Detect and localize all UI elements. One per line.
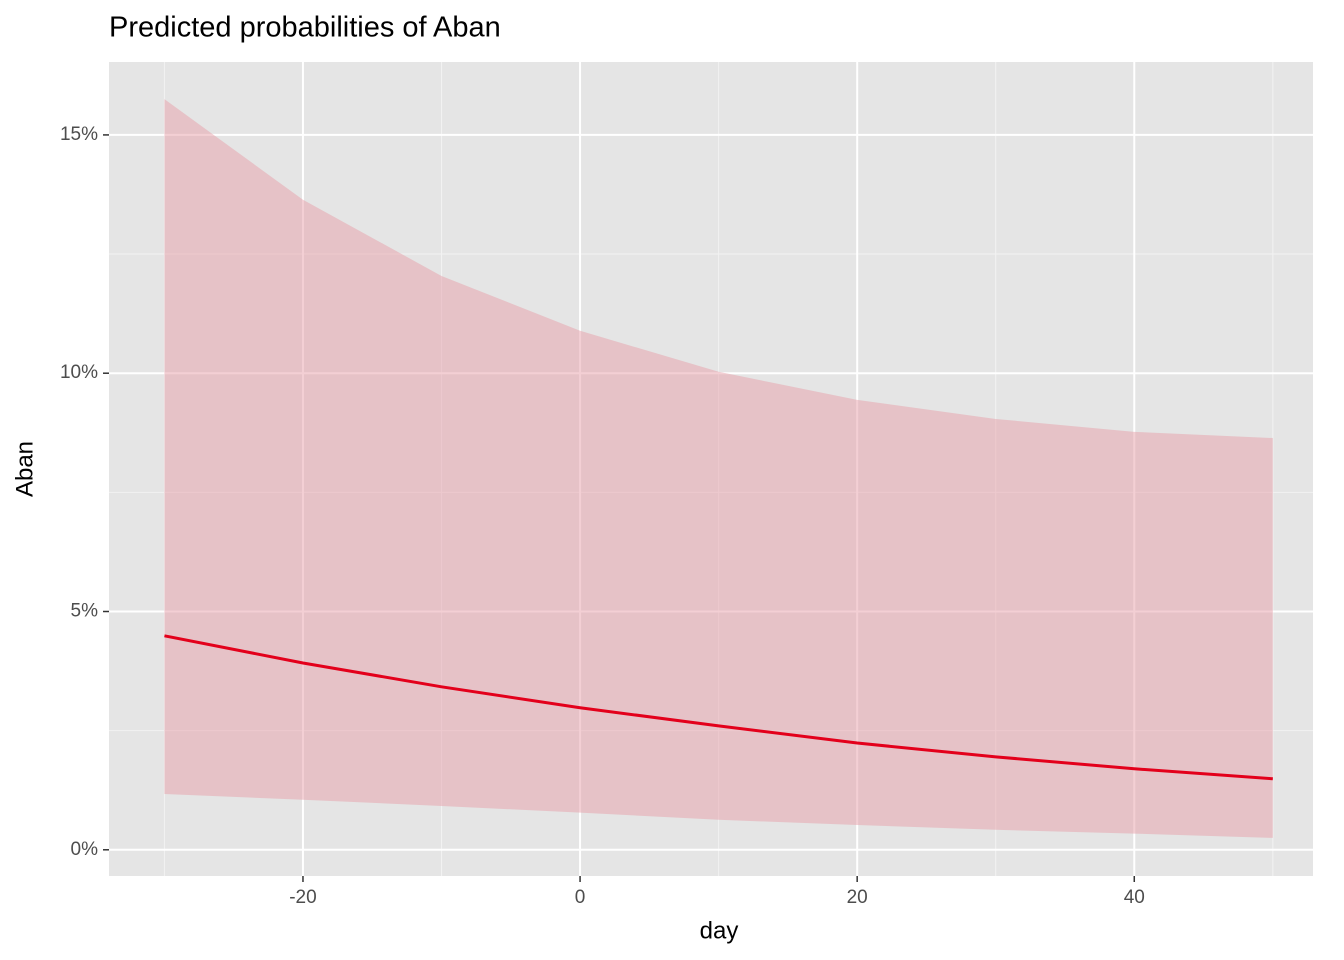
x-tick-label: 40 bbox=[1124, 887, 1145, 908]
confidence-band bbox=[164, 99, 1273, 838]
x-tick-label: 20 bbox=[847, 887, 868, 908]
y-tick-label: 5% bbox=[71, 601, 99, 622]
y-tick-label: 15% bbox=[60, 124, 98, 145]
y-tick-label: 10% bbox=[60, 362, 98, 383]
y-axis-title: Aban bbox=[11, 441, 38, 497]
x-tick-label: 0 bbox=[575, 887, 586, 908]
chart-title: Predicted probabilities of Aban bbox=[109, 12, 501, 44]
x-tick-label: -20 bbox=[289, 887, 316, 908]
y-tick-label: 0% bbox=[71, 839, 99, 860]
x-axis-title: day bbox=[700, 917, 739, 944]
line bbox=[164, 634, 1273, 781]
